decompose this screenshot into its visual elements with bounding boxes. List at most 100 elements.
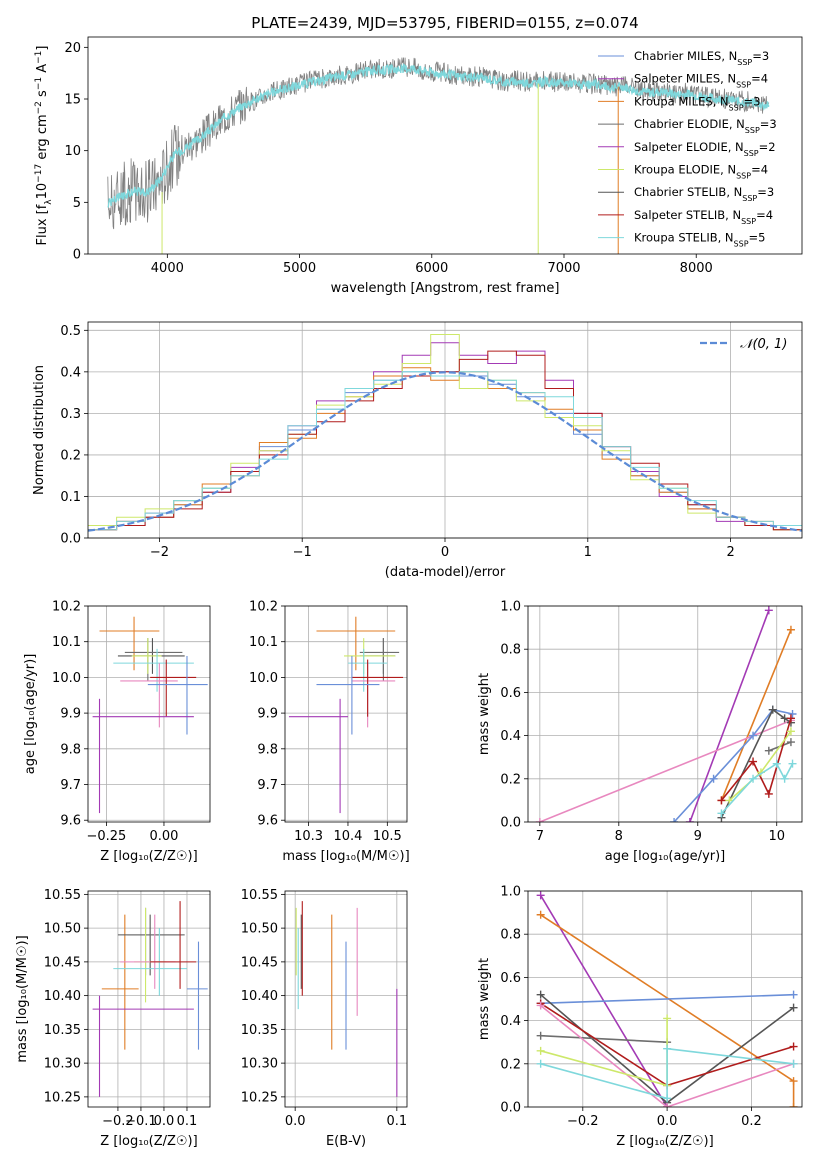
weight-marker — [780, 774, 789, 783]
axes-frame: 10.3 10.4 10.5 9.6 9.7 9.8 9.9 10.0 10.1 10.2 mass… — [249, 600, 410, 865]
x-tick-label: 0.00 — [149, 829, 178, 844]
mass-vs-ebv-plot: 0.0 0.1 10.25 10.30 10.35 10.40 10.45 10.50 10.5… — [241, 888, 408, 1149]
massweight-vs-age-plot: 7 8 9 10 0.0 0.2 0.4 0.6 0.8 1.0 age [log₁₀(age/yr… — [477, 600, 803, 864]
axes-spine — [284, 605, 408, 823]
weight-marker — [536, 990, 545, 999]
x-axis-label: wavelength [Angstrom, rest frame] — [331, 281, 560, 296]
axes-frame: −0.25 0.00 9.6 9.7 9.8 9.9 10.0 10.1 10.2 Z [log₁… — [23, 600, 211, 864]
grid-lines — [88, 891, 210, 1107]
x-tick-label: 1 — [584, 545, 592, 560]
x-axis-label: Z [log₁₀(Z/Z☉)] — [100, 1134, 197, 1149]
weight-marker — [536, 910, 545, 919]
x-tick-label: 7 — [536, 829, 544, 844]
weight-marker — [786, 625, 795, 634]
y-tick-label: 9.7 — [60, 778, 81, 793]
x-tick-label: 2 — [726, 545, 734, 560]
weight-line — [720, 629, 792, 801]
spectrum-plot: 4000 5000 6000 7000 8000 0 5 10 15 20 wavelength [… — [34, 36, 803, 296]
x-tick-label: −1 — [293, 545, 312, 560]
plot-area — [92, 901, 208, 1097]
axes-frame: −0.2−0.10.0 0.1 10.25 10.30 10.35 10.40 10.45 1… — [15, 888, 211, 1149]
figure-title: PLATE=2439, MJD=53795, FIBERID=0155, z=0… — [251, 14, 638, 32]
mass-vs-Z-plot: −0.2−0.10.0 0.1 10.25 10.30 10.35 10.40 10.45 1… — [15, 888, 211, 1149]
axes-frame: 7 8 9 10 0.0 0.2 0.4 0.6 0.8 1.0 age [log₁₀(age/yr… — [477, 600, 803, 864]
y-tick-label: 0.0 — [60, 532, 81, 547]
weight-marker — [788, 710, 797, 718]
weight-marker — [663, 1103, 672, 1107]
y-tick-label: 0.0 — [500, 816, 521, 831]
massweight-vs-Z-plot: −0.2 0.0 0.2 0.0 0.2 0.4 0.6 0.8 1.0 Z [log₁₀(Z/Z… — [477, 885, 803, 1149]
weight-line — [720, 708, 792, 819]
weight-marker — [663, 1014, 672, 1023]
residuals-plot: −2 −1 0 1 2 0.0 0.1 0.2 0.3 0.4 0.5 (data-model)/er… — [32, 321, 803, 580]
grid-lines — [528, 605, 802, 823]
y-tick-label: 0.8 — [500, 643, 521, 658]
y-axis-label: age [log₁₀(age/yr)] — [23, 654, 38, 775]
weight-marker — [536, 1046, 545, 1055]
y-tick-label: 0.4 — [500, 729, 521, 744]
plot-area — [92, 616, 208, 814]
legend: Chabrier MILES, NSSP=3 Salpeter MILES, NS… — [598, 49, 777, 248]
x-tick-label: −0.1 — [125, 1114, 157, 1129]
x-tick-label: −0.25 — [86, 829, 126, 844]
weight-marker — [772, 759, 781, 768]
weight-marker — [789, 1059, 798, 1068]
x-tick-label: 0.1 — [177, 1114, 198, 1129]
y-tick-label: 10.0 — [52, 671, 81, 686]
weight-marker — [764, 789, 773, 798]
weight-marker — [764, 606, 773, 615]
plot-area — [288, 616, 404, 814]
weight-marker — [725, 796, 734, 805]
weight-marker — [749, 757, 758, 766]
x-tick-label: 7000 — [547, 261, 580, 276]
x-tick-label: −0.2 — [102, 1114, 134, 1129]
weight-marker — [685, 818, 694, 822]
y-tick-label: 5 — [73, 196, 81, 211]
legend-label: Chabrier ELODIE, NSSP=3 — [634, 117, 777, 135]
x-tick-label: 8 — [615, 829, 623, 844]
legend-label: Chabrier MILES, NSSP=3 — [634, 49, 769, 67]
y-tick-label: 9.9 — [60, 707, 81, 722]
y-tick-label: 10.30 — [44, 1057, 81, 1072]
y-tick-label: 10.45 — [241, 955, 278, 970]
weight-line — [540, 1004, 794, 1107]
weight-marker — [789, 1103, 798, 1107]
weight-marker — [670, 818, 679, 822]
gaussian-curve — [88, 371, 802, 532]
y-tick-label: 0.6 — [500, 971, 521, 986]
y-tick-label: 20 — [64, 41, 81, 56]
axes-spine — [87, 36, 803, 255]
legend-label: 𝒩(0, 1) — [740, 337, 787, 352]
x-tick-label: 0.2 — [741, 1114, 762, 1129]
y-axis-label: Normed distribution — [32, 365, 47, 495]
grid-lines — [285, 605, 407, 822]
x-tick-label: 10 — [768, 829, 785, 844]
weight-line — [539, 719, 792, 822]
y-tick-label: 0.0 — [500, 1101, 521, 1116]
weight-marker — [764, 746, 773, 755]
weight-line — [720, 718, 792, 801]
plot-area — [295, 901, 398, 1097]
histogram-step — [88, 367, 802, 531]
axes-spine — [527, 605, 803, 823]
y-tick-label: 0.6 — [500, 686, 521, 701]
axes-frame: 4000 5000 6000 7000 8000 0 5 10 15 20 wavelength [… — [34, 36, 803, 296]
weight-marker — [786, 727, 795, 736]
x-axis-label: age [log₁₀(age/yr)] — [605, 849, 726, 864]
x-tick-label: 5000 — [283, 261, 316, 276]
histogram-step — [88, 371, 802, 531]
x-tick-label: 8000 — [680, 261, 713, 276]
y-tick-label: 10.40 — [44, 989, 81, 1004]
model-spectrum-line — [107, 63, 770, 208]
y-tick-label: 9.6 — [257, 814, 278, 829]
legend-label: Kroupa ELODIE, NSSP=4 — [634, 163, 768, 181]
weight-marker — [663, 1044, 672, 1053]
weight-marker — [717, 796, 726, 805]
y-tick-label: 1.0 — [500, 600, 521, 615]
x-tick-label: 10.4 — [333, 829, 362, 844]
axes-spine — [527, 890, 803, 1108]
x-tick-label: 6000 — [415, 261, 448, 276]
axes-frame: 0.0 0.1 10.25 10.30 10.35 10.40 10.45 10.50 10.5… — [241, 888, 408, 1149]
weight-marker — [749, 731, 758, 740]
